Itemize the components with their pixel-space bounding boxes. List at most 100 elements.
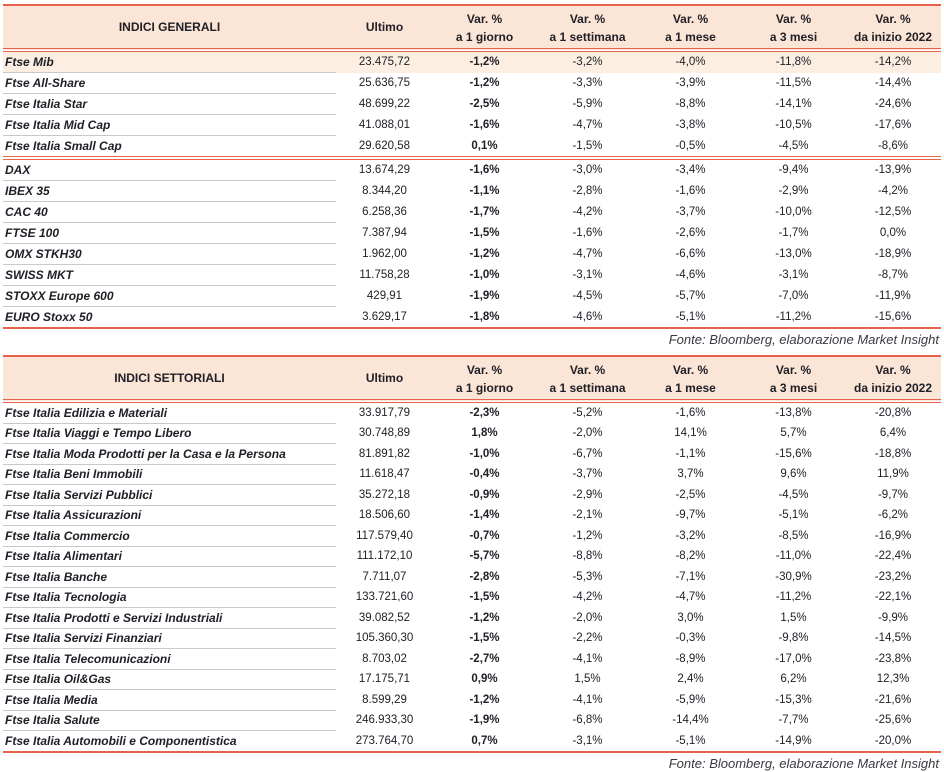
var-period-label: a 1 mese: [665, 380, 716, 395]
column-header-var-4: Var. % da inizio 2022: [845, 355, 941, 403]
ultimo-cell: 35.272,18: [358, 488, 411, 501]
var-1d-cell: -1,2%: [469, 77, 500, 89]
table-row: Ftse Italia Alimentari 111.172,10 -5,7% -8,…: [3, 546, 941, 567]
var-1m-cell: -3,8%: [675, 119, 706, 131]
index-name-cell: Ftse Italia Moda Prodotti per la Casa e …: [3, 443, 336, 465]
var-1w-cell: -6,7%: [572, 447, 603, 460]
var-percent-label: Var. %: [672, 11, 709, 26]
ultimo-cell: 25.636,75: [358, 77, 411, 89]
var-3m-cell: -10,0%: [775, 206, 812, 218]
var-1d-cell: -1,0%: [469, 447, 500, 460]
var-1m-cell: -3,4%: [639, 156, 742, 181]
var-1m-cell: -3,7%: [675, 206, 706, 218]
index-name-cell: Ftse Italia Telecomunicazioni: [3, 648, 336, 670]
var-3m-cell: -15,6%: [775, 447, 812, 460]
var-ytd-cell: -23,8%: [874, 652, 912, 665]
index-name-cell: Ftse Italia Beni Immobili: [3, 464, 336, 485]
var-1d-cell: -0,9%: [469, 488, 500, 501]
ultimo-cell: 11.618,47: [359, 468, 410, 481]
var-ytd-cell: -9,9%: [877, 611, 909, 624]
var-1m-cell: -8,2%: [675, 550, 706, 563]
index-name-cell: Ftse Italia Tecnologia: [3, 587, 336, 608]
var-3m-cell: 1,5%: [780, 611, 807, 624]
column-header-var-4: Var. % da inizio 2022: [845, 4, 941, 52]
column-header-var-3: Var. % a 3 mesi: [742, 4, 845, 52]
table-row: Ftse Mib 23.475,72 -1,2% -3,2% -4,0% -11,8% -1…: [3, 50, 941, 73]
ultimo-cell: 11.758,28: [359, 269, 410, 281]
var-1w-cell: 1,5%: [574, 673, 601, 686]
var-ytd-cell: -14,4%: [874, 77, 912, 89]
var-ytd-cell: -4,2%: [877, 185, 909, 197]
var-1d-cell: -1,2%: [469, 611, 500, 624]
var-1w-cell: -4,2%: [572, 591, 603, 604]
var-3m-cell: -15,3%: [775, 693, 812, 706]
var-1w-cell: -2,8%: [572, 185, 603, 197]
var-1w-cell: -8,8%: [572, 550, 603, 563]
source-attribution: Fonte: Bloomberg, elaborazione Market In…: [668, 332, 939, 347]
var-1d-cell: -1,2%: [469, 693, 500, 706]
var-percent-label: Var. %: [672, 362, 709, 377]
var-ytd-cell: -20,8%: [874, 407, 912, 419]
var-ytd-cell: -20,0%: [845, 730, 941, 753]
var-3m-cell: -9,8%: [778, 632, 809, 645]
header-row: INDICI SETTORIALI Ultimo Var. % a 1 giorno V…: [3, 355, 941, 403]
var-ytd-cell: -13,9%: [845, 156, 941, 181]
var-1m-cell: -4,0%: [639, 50, 742, 73]
ultimo-cell: 41.088,01: [358, 119, 411, 131]
var-1m-cell: -5,1%: [639, 306, 742, 329]
var-1d-cell: -1,4%: [469, 509, 500, 522]
var-percent-label: Var. %: [569, 362, 606, 377]
column-header-var-3: Var. % a 3 mesi: [742, 355, 845, 403]
index-name-cell: Ftse Italia Edilizia e Materiali: [3, 401, 336, 424]
ultimo-cell: 111.172,10: [356, 550, 413, 563]
var-3m-cell: -2,9%: [778, 185, 809, 197]
table-title: INDICI SETTORIALI: [3, 355, 336, 403]
table-row: Ftse Italia Salute 246.933,30 -1,9% -6,8% -1…: [3, 710, 941, 731]
var-1w-cell: -3,2%: [536, 50, 639, 73]
index-name-cell: CAC 40: [3, 201, 336, 223]
var-1m-cell: -9,7%: [675, 509, 706, 522]
var-ytd-cell: -9,7%: [877, 488, 909, 501]
ultimo-cell: 17.175,71: [358, 673, 411, 686]
ultimo-cell: 48.699,22: [358, 98, 411, 110]
var-1d-cell: -2,7%: [469, 652, 500, 665]
table-row: DAX 13.674,29 -1,6% -3,0% -3,4% -9,4% -13,9%: [3, 156, 941, 181]
table-row: Ftse All-Share 25.636,75 -1,2% -3,3% -3,9% -1…: [3, 72, 941, 94]
table-row: Ftse Italia Prodotti e Servizi Industria…: [3, 607, 941, 629]
index-name-cell: IBEX 35: [3, 180, 336, 202]
var-ytd-cell: 0,0%: [879, 227, 907, 239]
ultimo-cell: 246.933,30: [355, 714, 414, 727]
var-1m-cell: -3,9%: [675, 77, 706, 89]
table-row: Ftse Italia Servizi Finanziari 105.360,30…: [3, 628, 941, 649]
var-1m-cell: 2,4%: [677, 673, 704, 686]
var-ytd-cell: -22,4%: [874, 550, 912, 563]
var-period-label: da inizio 2022: [853, 29, 933, 44]
var-3m-cell: -11,2%: [775, 591, 812, 604]
var-1d-cell: 0,1%: [471, 139, 498, 152]
var-1d-cell: -1,8%: [433, 306, 536, 329]
indici-generali-table: INDICI GENERALI Ultimo Var. % a 1 giorno Var…: [3, 4, 941, 329]
var-1w-cell: -5,9%: [572, 98, 603, 110]
var-1m-cell: -0,3%: [675, 632, 706, 645]
index-name-cell: Ftse Italia Prodotti e Servizi Industria…: [3, 607, 336, 629]
var-ytd-cell: -16,9%: [874, 529, 912, 542]
var-1d-cell: -1,7%: [469, 206, 500, 218]
var-1m-cell: -14,4%: [672, 714, 709, 727]
var-ytd-cell: -14,5%: [874, 632, 912, 645]
var-1m-cell: -1,1%: [675, 447, 706, 460]
var-1d-cell: -1,5%: [469, 632, 500, 645]
var-1w-cell: -4,2%: [572, 206, 603, 218]
var-1d-cell: -1,0%: [469, 269, 500, 281]
table-row: STOXX Europe 600 429,91 -1,9% -4,5% -5,7% -7,…: [3, 285, 941, 307]
table-row: Ftse Italia Small Cap 29.620,58 0,1% -1,5% -…: [3, 135, 941, 159]
ultimo-cell: 105.360,30: [355, 632, 414, 645]
ultimo-cell: 29.620,58: [358, 139, 411, 152]
var-3m-cell: -13,8%: [775, 407, 812, 419]
var-ytd-cell: 11,9%: [877, 468, 909, 481]
var-1m-cell: -8,9%: [675, 652, 706, 665]
var-1w-cell: -2,0%: [572, 611, 603, 624]
var-1w-cell: -2,0%: [572, 427, 603, 440]
var-period-label: a 1 giorno: [455, 29, 514, 44]
ultimo-cell: 8.344,20: [362, 185, 407, 197]
var-period-label: da inizio 2022: [853, 380, 933, 395]
